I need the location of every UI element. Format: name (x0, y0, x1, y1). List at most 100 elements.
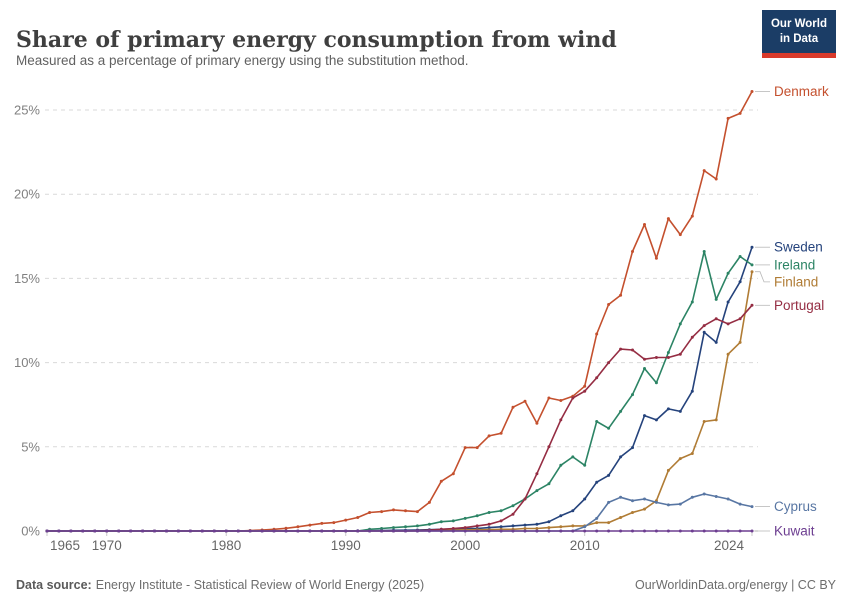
point-cyprus-2024 (750, 505, 754, 509)
point-cyprus-2019 (690, 495, 694, 499)
point-denmark-2010 (583, 384, 587, 388)
point-kuwait-2024 (750, 529, 754, 533)
point-kuwait-2020 (702, 529, 706, 533)
series-line-ireland[interactable] (47, 250, 753, 532)
data-source-label: Data source: (16, 578, 92, 592)
point-kuwait-1977 (188, 529, 192, 533)
series-label-sweden[interactable]: Sweden (774, 240, 823, 255)
point-cyprus-2015 (643, 497, 646, 501)
chart-footer: Data source: Energy Institute - Statistic… (16, 578, 836, 592)
point-portugal-2022 (726, 322, 730, 326)
point-portugal-2015 (643, 357, 646, 361)
point-ireland-1999 (451, 519, 455, 523)
point-kuwait-2007 (547, 529, 551, 533)
point-cyprus-2023 (738, 502, 742, 506)
series-line-cyprus[interactable] (47, 493, 753, 532)
owid-logo[interactable]: Our World in Data (761, 10, 836, 58)
point-sweden-2015 (643, 414, 646, 418)
series-label-portugal[interactable]: Portugal (774, 298, 824, 313)
point-ireland-2009 (571, 455, 575, 459)
point-denmark-1991 (356, 516, 360, 519)
y-tick-label-10%: 10% (14, 355, 40, 370)
point-portugal-2000 (463, 526, 467, 530)
point-ireland-2018 (678, 322, 682, 326)
series-portugal (45, 303, 754, 533)
point-finland-2019 (690, 452, 694, 455)
point-ireland-2003 (499, 509, 503, 513)
owid-credit[interactable]: OurWorldinData.org/energy | CC BY (634, 578, 836, 592)
point-kuwait-2016 (654, 529, 658, 533)
point-denmark-2012 (607, 303, 611, 306)
point-kuwait-2011 (595, 529, 599, 533)
point-kuwait-1986 (296, 529, 300, 533)
point-sweden-2016 (654, 418, 658, 422)
point-ireland-2004 (511, 504, 515, 508)
point-denmark-2015 (643, 223, 646, 226)
point-portugal-2003 (499, 519, 503, 523)
series-line-finland[interactable] (47, 271, 753, 532)
point-ireland-2011 (595, 420, 599, 423)
point-kuwait-2017 (666, 529, 670, 533)
point-finland-2024 (750, 270, 754, 274)
series-line-sweden[interactable] (47, 246, 753, 532)
series-ireland (45, 250, 754, 533)
series-line-portugal[interactable] (47, 304, 753, 532)
label-connector-finland (755, 271, 770, 283)
point-denmark-2005 (523, 399, 527, 403)
point-portugal-2018 (678, 352, 682, 356)
series-label-finland[interactable]: Finland (774, 274, 818, 289)
point-portugal-2016 (654, 356, 658, 359)
point-kuwait-2019 (690, 529, 694, 533)
point-portugal-2012 (607, 361, 611, 365)
point-ireland-2012 (607, 426, 611, 430)
series-line-denmark[interactable] (47, 91, 753, 532)
point-kuwait-1980 (224, 529, 228, 533)
point-cyprus-2021 (714, 495, 718, 498)
point-cyprus-2018 (678, 502, 682, 506)
point-denmark-2023 (738, 111, 742, 115)
point-ireland-1995 (404, 525, 407, 529)
series-label-ireland[interactable]: Ireland (774, 257, 815, 272)
point-portugal-2002 (487, 522, 491, 526)
point-portugal-2006 (535, 472, 539, 476)
point-portugal-2023 (738, 317, 742, 321)
point-denmark-2007 (547, 396, 551, 400)
point-denmark-2018 (678, 233, 682, 237)
point-finland-2021 (714, 418, 718, 422)
point-ireland-2008 (559, 463, 563, 467)
point-cyprus-2020 (702, 492, 706, 496)
point-denmark-2011 (595, 332, 599, 336)
point-kuwait-1991 (356, 529, 360, 533)
point-denmark-2013 (619, 293, 623, 297)
point-portugal-2013 (619, 347, 623, 351)
point-portugal-2017 (666, 356, 670, 359)
point-denmark-2003 (499, 431, 503, 435)
point-portugal-2014 (631, 348, 634, 352)
point-cyprus-2010 (583, 525, 587, 529)
point-finland-2012 (607, 521, 611, 525)
point-kuwait-2008 (559, 529, 563, 533)
point-denmark-2022 (726, 116, 730, 120)
point-kuwait-1985 (284, 529, 288, 533)
series-label-kuwait[interactable]: Kuwait (774, 524, 815, 539)
point-kuwait-1976 (176, 529, 180, 533)
point-ireland-2007 (547, 482, 551, 486)
point-ireland-1998 (439, 520, 443, 524)
y-tick-label-0%: 0% (21, 524, 40, 539)
point-ireland-2024 (750, 263, 754, 267)
x-tick-label-1970: 1970 (92, 538, 122, 553)
point-ireland-2019 (690, 300, 694, 304)
point-kuwait-2015 (643, 529, 646, 533)
point-sweden-2004 (511, 524, 515, 528)
point-kuwait-2002 (487, 529, 491, 533)
point-ireland-1996 (415, 524, 419, 528)
point-finland-2005 (523, 527, 527, 530)
point-denmark-1998 (439, 479, 443, 483)
point-denmark-1997 (427, 500, 431, 504)
point-denmark-1989 (332, 521, 336, 525)
x-tick-label-2010: 2010 (570, 538, 600, 553)
point-finland-2018 (678, 457, 682, 461)
series-label-denmark[interactable]: Denmark (774, 85, 829, 99)
point-kuwait-2021 (714, 529, 718, 533)
series-label-cyprus[interactable]: Cyprus (774, 499, 817, 514)
